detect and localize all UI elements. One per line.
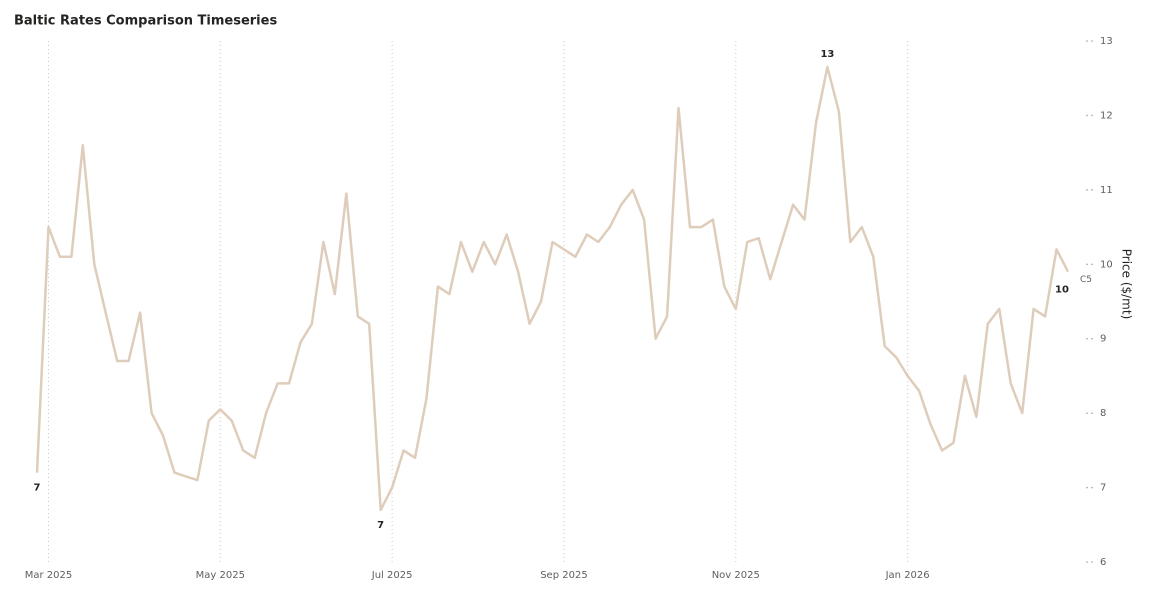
chart-title: Baltic Rates Comparison Timeseries [14,14,277,29]
y-tick-dot [1086,40,1088,42]
y-tick-dot [1091,189,1093,191]
y-tick-label: 7 [1100,483,1106,494]
y-tick-label: 9 [1100,334,1106,345]
data-label: 7 [34,483,41,494]
y-tick-dot [1091,40,1093,42]
y-tick-dot [1091,412,1093,414]
y-tick-dot [1086,263,1088,266]
y-tick-dot [1086,189,1088,191]
y-tick-dot [1086,486,1088,489]
y-tick-label: 10 [1100,259,1113,270]
data-label: 7 [377,520,384,531]
x-tick-label: Nov 2025 [712,570,760,581]
y-tick-label: 12 [1100,110,1113,121]
y-axis-title: Price ($/mt) [1120,249,1134,320]
x-tick-label: Jul 2025 [371,570,413,581]
y-tick-label: 11 [1100,185,1113,196]
x-tick-label: Sep 2025 [540,570,587,581]
y-tick-dot [1086,114,1088,117]
y-tick-dot [1086,337,1088,340]
x-tick-label: May 2025 [196,570,245,581]
y-tick-label: 13 [1100,36,1113,47]
data-label: 10 [1055,285,1069,296]
y-tick-dot [1091,263,1093,266]
y-tick-dot [1091,337,1093,340]
y-tick-dot [1086,412,1088,414]
x-tick-label: Mar 2025 [25,570,73,581]
y-tick-dot [1091,561,1093,563]
series-label: C5 [1080,275,1092,285]
line [35,65,1070,512]
y-tick-label: 8 [1100,408,1106,419]
x-tick-label: Jan 2026 [885,570,930,581]
y-tick-label: 6 [1100,557,1106,568]
data-label: 13 [820,49,834,60]
y-tick-dot [1091,114,1093,117]
y-tick-dot [1091,486,1093,489]
y-tick-dot [1086,561,1088,563]
